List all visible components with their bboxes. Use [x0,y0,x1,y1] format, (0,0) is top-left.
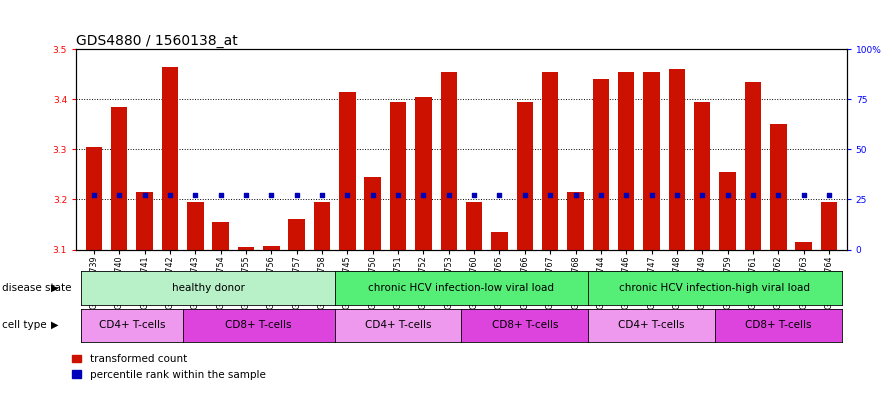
Bar [567,192,583,250]
Text: ▶: ▶ [51,320,58,330]
Bar [86,147,102,250]
Bar [289,219,305,250]
Bar [340,92,356,250]
Bar [136,192,153,250]
Bar [542,72,558,250]
Text: cell type: cell type [2,320,47,330]
Point [188,192,202,198]
Bar [314,202,331,250]
Point [594,192,608,198]
Text: CD4+ T-cells: CD4+ T-cells [618,320,685,330]
Bar [517,102,533,250]
Point [518,192,532,198]
Bar [415,97,432,250]
Text: CD8+ T-cells: CD8+ T-cells [745,320,812,330]
Point [619,192,633,198]
Point [771,192,786,198]
Point [695,192,710,198]
Text: chronic HCV infection-low viral load: chronic HCV infection-low viral load [368,283,555,293]
Bar [770,124,787,250]
Bar [466,202,482,250]
Point [797,192,811,198]
Text: chronic HCV infection-high viral load: chronic HCV infection-high viral load [619,283,810,293]
Point [112,192,126,198]
Bar [618,72,634,250]
Point [644,192,659,198]
Bar [796,242,812,250]
Point [669,192,684,198]
Bar [491,232,508,250]
Point [137,192,151,198]
Bar [365,177,381,250]
Bar [111,107,127,250]
Bar [719,172,736,250]
Bar [161,67,178,250]
Bar [643,72,659,250]
Point [745,192,760,198]
Point [239,192,254,198]
Text: CD4+ T-cells: CD4+ T-cells [365,320,431,330]
Point [366,192,380,198]
Legend: transformed count, percentile rank within the sample: transformed count, percentile rank withi… [68,350,270,384]
Text: GDS4880 / 1560138_at: GDS4880 / 1560138_at [76,34,238,48]
Point [264,192,279,198]
Point [314,192,329,198]
Bar [745,82,762,250]
Point [822,192,836,198]
Point [213,192,228,198]
Point [568,192,582,198]
Bar [212,222,228,250]
Point [289,192,304,198]
Bar [390,102,406,250]
Point [163,192,177,198]
Point [87,192,101,198]
Bar [187,202,203,250]
Text: disease state: disease state [2,283,72,293]
Point [543,192,557,198]
Text: healthy donor: healthy donor [171,283,245,293]
Bar [441,72,457,250]
Point [417,192,431,198]
Point [442,192,456,198]
Point [340,192,355,198]
Bar [592,79,609,250]
Point [391,192,405,198]
Text: ▶: ▶ [51,283,58,293]
Point [492,192,506,198]
Point [467,192,481,198]
Bar [694,102,711,250]
Point [720,192,735,198]
Bar [263,246,280,250]
Bar [821,202,837,250]
Text: CD8+ T-cells: CD8+ T-cells [226,320,292,330]
Bar [668,69,685,250]
Bar [237,247,254,250]
Text: CD4+ T-cells: CD4+ T-cells [99,320,165,330]
Text: CD8+ T-cells: CD8+ T-cells [492,320,558,330]
